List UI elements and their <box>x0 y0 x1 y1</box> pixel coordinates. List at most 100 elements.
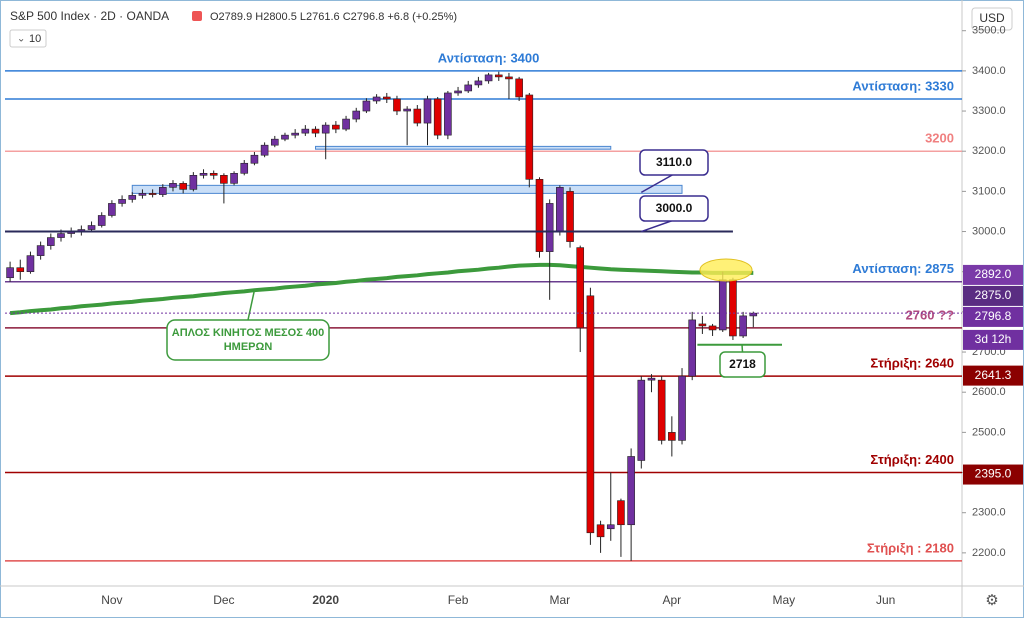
candle-body <box>199 172 208 176</box>
candle-body <box>647 377 656 381</box>
candle-body <box>576 247 585 329</box>
candle-body <box>240 162 249 174</box>
highlight-ellipse <box>699 258 753 282</box>
candle-body <box>209 172 218 176</box>
level-label: Αντίσταση: 3400 <box>438 50 540 65</box>
candle-body <box>739 315 747 337</box>
candle-body <box>250 154 259 164</box>
candle-body <box>545 203 554 252</box>
callout-box <box>639 149 709 176</box>
callout-label: 3000.0 <box>656 201 693 215</box>
candle-body <box>57 233 65 238</box>
candle-body <box>311 128 320 134</box>
candle-body <box>6 267 14 279</box>
candle-body <box>413 108 422 124</box>
x-tick-label: Dec <box>213 593 234 607</box>
candle-body <box>97 215 106 226</box>
candle-body <box>484 74 493 82</box>
indicator-value: 10 <box>29 33 41 45</box>
x-tick-label: Nov <box>101 593 122 607</box>
candle-body <box>637 379 646 461</box>
candle-body <box>433 98 442 136</box>
currency-button[interactable] <box>971 7 1013 31</box>
ma-pointer <box>247 290 256 321</box>
y-tick-label: 3300.0 <box>972 105 1006 117</box>
symbol-title[interactable]: S&P 500 Index · 2D · OANDA <box>10 9 169 23</box>
candle-body <box>87 225 96 230</box>
candle-body <box>118 199 126 204</box>
candle-body <box>708 325 717 331</box>
candle-body <box>260 144 269 156</box>
candle-body <box>393 98 401 112</box>
candle-body <box>270 138 279 146</box>
candle-body <box>444 92 452 136</box>
candle-body <box>332 124 340 130</box>
plot-area: Αντίσταση: 3400 Αντίσταση: 3330 3200 Αντίστ… <box>5 50 962 562</box>
candle-body <box>403 108 411 112</box>
ma-callout: ΑΠΛΟΣ ΚΙΝΗΤΟΣ ΜΕΣΟΣ 400 ΗΜΕΡΩΝ <box>172 327 324 353</box>
candle-body <box>220 175 228 184</box>
price-badge-label: 2641.3 <box>975 368 1012 382</box>
indicator-toggle[interactable] <box>9 29 47 48</box>
candle-body <box>668 432 676 441</box>
indicator-arrow: ⌄ <box>17 34 25 45</box>
candle-body <box>464 84 473 92</box>
zone <box>315 145 612 150</box>
x-tick-label: Feb <box>448 593 469 607</box>
candle-body <box>108 203 116 216</box>
candle-body <box>372 96 381 102</box>
x-tick-label: May <box>772 593 795 607</box>
y-tick-label: 3000.0 <box>972 225 1006 237</box>
ma-callout-box <box>166 319 330 361</box>
status-icon <box>192 11 202 21</box>
level-label: Στήριξη: 2640 <box>870 356 954 371</box>
candle-body <box>47 237 55 246</box>
candle-body <box>342 118 350 130</box>
candle-body <box>556 187 564 232</box>
y-tick-label: 2200.0 <box>972 547 1006 559</box>
price-badge <box>963 306 1023 327</box>
candle-body <box>688 319 697 377</box>
candle-body <box>596 524 605 538</box>
candle-body <box>718 279 727 331</box>
candle-body <box>474 80 483 86</box>
currency-label: USD <box>979 11 1005 25</box>
price-badge-label: 2395.0 <box>975 467 1012 481</box>
candle-body <box>505 76 513 80</box>
candle-body <box>352 110 361 120</box>
zone <box>131 184 683 194</box>
x-tick-label: Apr <box>663 593 682 607</box>
candle-body <box>321 124 330 134</box>
candle-body <box>26 255 35 273</box>
candle-body <box>535 179 544 252</box>
level-label: Αντίσταση: 3330 <box>852 78 954 93</box>
candle-body <box>230 172 238 184</box>
candle-body <box>138 193 147 196</box>
price-badge-label: 2892.0 <box>975 267 1012 281</box>
callout-pointer <box>741 344 744 353</box>
y-tick-label: 2500.0 <box>972 426 1006 438</box>
countdown-label: 3d 12h <box>975 332 1012 346</box>
candle-body <box>148 193 157 195</box>
y-tick-label: 3400.0 <box>972 65 1006 77</box>
candle-body <box>617 500 625 526</box>
y-tick-label: 2600.0 <box>972 386 1006 398</box>
settings-icon[interactable]: ⚙ <box>985 592 998 609</box>
candle-body <box>586 295 595 534</box>
price-badge <box>963 464 1023 485</box>
level-label: 3200 <box>925 131 954 146</box>
y-tick-label: 3500.0 <box>972 25 1006 37</box>
candle-body <box>423 98 432 124</box>
candle-body <box>179 183 187 190</box>
candle-body <box>189 175 198 190</box>
candle-body <box>494 74 503 78</box>
x-tick-label: Jun <box>876 593 895 607</box>
callout-box <box>719 351 766 378</box>
moving-average <box>9 262 754 316</box>
x-tick-label: Mar <box>550 593 571 607</box>
candle-body <box>525 94 534 180</box>
price-badge-label: 2875.0 <box>975 288 1012 302</box>
countdown-badge <box>963 329 1023 350</box>
